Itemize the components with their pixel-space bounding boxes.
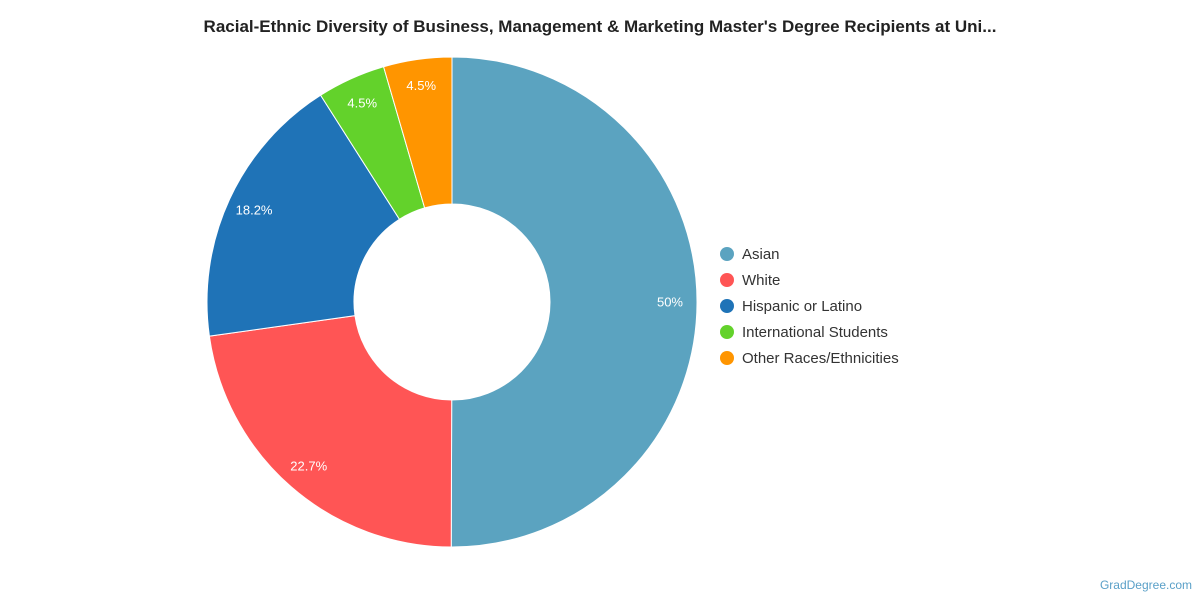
legend-label-international-students: International Students: [742, 323, 888, 341]
legend-label-asian: Asian: [742, 245, 780, 263]
legend-item-asian[interactable]: Asian: [720, 241, 899, 267]
chart-title: Racial-Ethnic Diversity of Business, Man…: [203, 17, 997, 36]
slices-group: [206, 56, 698, 548]
legend-item-international-students[interactable]: International Students: [720, 319, 899, 345]
slice-other-races-ethnicities[interactable]: [382, 56, 453, 209]
legend-label-hispanic-or-latino: Hispanic or Latino: [742, 297, 863, 315]
slice-hispanic-or-latino[interactable]: [206, 94, 401, 337]
slice-label-hispanic-or-latino: 18.2%: [236, 203, 273, 218]
legend: Asian White Hispanic or Latino Internationa…: [720, 241, 899, 371]
legend-swatch-asian: [720, 247, 734, 261]
slice-label-white: 22.7%: [290, 458, 327, 473]
slice-label-international-students: 4.5%: [347, 95, 377, 110]
slice-white[interactable]: [208, 315, 453, 548]
slice-label-other-races-ethnicities: 4.5%: [406, 78, 436, 93]
legend-item-white[interactable]: White: [720, 267, 899, 293]
slice-label-asian: 50%: [657, 294, 683, 309]
legend-swatch-international-students: [720, 325, 734, 339]
legend-label-white: White: [742, 271, 781, 289]
slice-labels-group: 50% 22.7% 18.2% 4.5% 4.5%: [236, 78, 684, 473]
credit-link[interactable]: GradDegree.com: [1099, 578, 1192, 592]
legend-swatch-hispanic-or-latino: [720, 299, 734, 313]
legend-label-other-races-ethnicities: Other Races/Ethnicities: [742, 349, 899, 367]
legend-item-hispanic-or-latino[interactable]: Hispanic or Latino: [720, 293, 899, 319]
slice-asian[interactable]: [450, 56, 698, 548]
legend-swatch-other-races-ethnicities: [720, 351, 734, 365]
legend-item-other-races-ethnicities[interactable]: Other Races/Ethnicities: [720, 345, 899, 371]
legend-swatch-white: [720, 273, 734, 287]
